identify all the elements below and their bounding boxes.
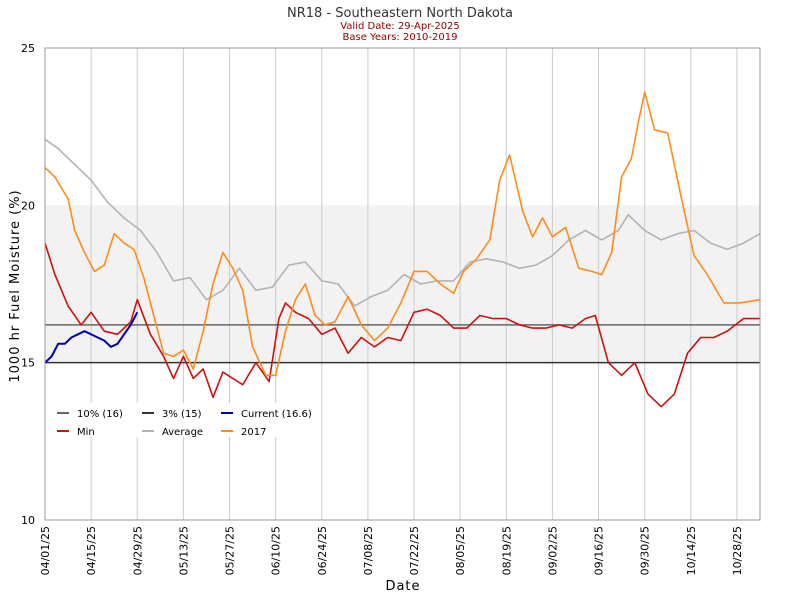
x-tick-label: 04/15/25: [85, 526, 98, 575]
x-axis-label: Date: [385, 579, 420, 594]
legend-label: 2017: [241, 427, 266, 438]
y-tick-labels: 10 15 20 25: [21, 42, 35, 527]
legend-label: Min: [77, 427, 95, 438]
x-tick-label: 09/02/25: [546, 526, 559, 575]
x-tick-labels: 04/01/25 04/15/25 04/29/25 05/13/25 05/27/25…: [39, 526, 744, 575]
series-line-current-16-6: [44, 311, 139, 364]
legend-background: [50, 403, 310, 437]
chart-title: NR18 - Southeastern North Dakota: [287, 6, 513, 21]
x-tick-label: 08/05/25: [454, 526, 467, 575]
threshold-lines: [45, 324, 760, 364]
y-tick-label: 25: [21, 42, 35, 55]
x-tick-label: 07/22/25: [408, 526, 421, 575]
x-tick-label: 06/24/25: [316, 526, 329, 575]
y-tick-label: 15: [21, 357, 35, 370]
y-tick-label: 20: [21, 199, 35, 212]
x-tick-label: 04/29/25: [131, 526, 144, 575]
x-tick-label: 05/27/25: [224, 526, 237, 575]
plot-frame: [44, 47, 761, 521]
chart-subtitle-valid-date: Valid Date: 29-Apr-2025: [340, 21, 460, 32]
legend-label: Average: [162, 427, 203, 438]
x-tick-label: 09/16/25: [593, 526, 606, 575]
x-tick-label: 08/19/25: [500, 526, 513, 575]
y-tick-label: 10: [21, 514, 35, 527]
series-line-min: [44, 242, 760, 408]
legend-label: 3% (15): [162, 409, 202, 420]
legend: 10% (16) 3% (15) Current (16.6) Min Average 2…: [50, 403, 312, 438]
normal-range-band: [45, 205, 760, 363]
series-lines: [44, 91, 761, 408]
x-tick-label: 05/13/25: [177, 526, 190, 575]
chart-subtitle-base-years: Base Years: 2010-2019: [343, 32, 458, 43]
x-tick-label: 09/30/25: [639, 526, 652, 575]
series-line-average: [44, 138, 761, 307]
x-tick-label: 10/28/25: [731, 526, 744, 575]
x-tick-label: 06/10/25: [270, 526, 283, 575]
x-tick-label: 10/14/25: [685, 526, 698, 575]
x-tick-label: 04/01/25: [39, 526, 52, 575]
series-line-2017: [44, 91, 761, 377]
shaded-band: [45, 205, 760, 363]
legend-label: Current (16.6): [241, 409, 312, 420]
x-tick-label: 07/08/25: [362, 526, 375, 575]
y-axis-label: 1000 hr Fuel Moisture (%): [8, 189, 23, 382]
legend-label: 10% (16): [77, 409, 123, 420]
